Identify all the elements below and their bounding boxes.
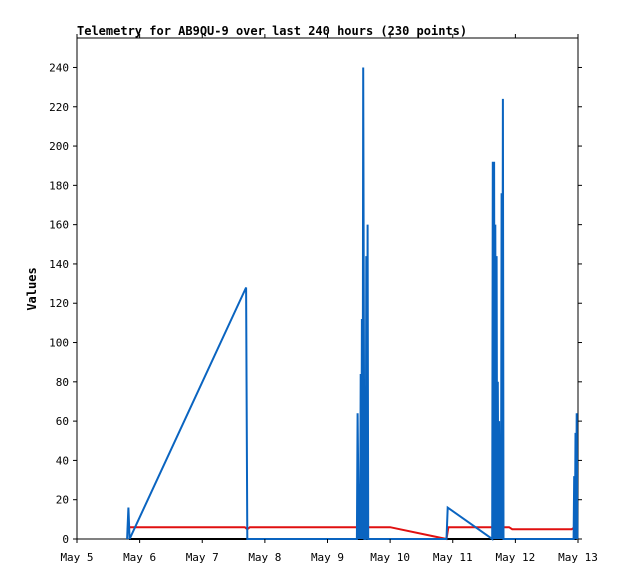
y-tick-label: 160: [49, 219, 69, 232]
x-tick-label: May 9: [311, 551, 344, 564]
x-tick-label: May 12: [496, 551, 536, 564]
series-layer: [126, 67, 579, 541]
y-tick-label: 180: [49, 179, 69, 192]
x-tick-label: May 13: [558, 551, 598, 564]
y-tick-label: 120: [49, 297, 69, 310]
y-tick-label: 20: [56, 494, 69, 507]
x-tick-label: May 10: [370, 551, 410, 564]
x-tick-label: May 11: [433, 551, 473, 564]
y-axis: 0 20 40 60 80 100 120 140 160 180 200 220 240: [49, 61, 582, 546]
y-tick-label: 240: [49, 61, 69, 74]
x-tick-label: May 7: [186, 551, 219, 564]
y-tick-label: 60: [56, 415, 69, 428]
red-series-line: [126, 526, 576, 541]
y-tick-label: 100: [49, 337, 69, 350]
y-tick-label: 40: [56, 454, 69, 467]
x-tick-label: May 8: [248, 551, 281, 564]
x-tick-label: May 5: [60, 551, 93, 564]
blue-series-line: [126, 67, 579, 541]
y-tick-label: 200: [49, 140, 69, 153]
y-tick-label: 140: [49, 258, 69, 271]
x-axis: May 5 May 6 May 7 May 8 May 9 May 10 May 11 May…: [60, 34, 598, 564]
y-tick-label: 220: [49, 101, 69, 114]
y-tick-label: 0: [62, 533, 69, 546]
x-tick-label: May 6: [123, 551, 156, 564]
y-tick-label: 80: [56, 376, 69, 389]
chart-title: Telemetry for AB9QU-9 over last 240 hour…: [77, 24, 467, 38]
y-axis-label: Values: [25, 267, 39, 310]
